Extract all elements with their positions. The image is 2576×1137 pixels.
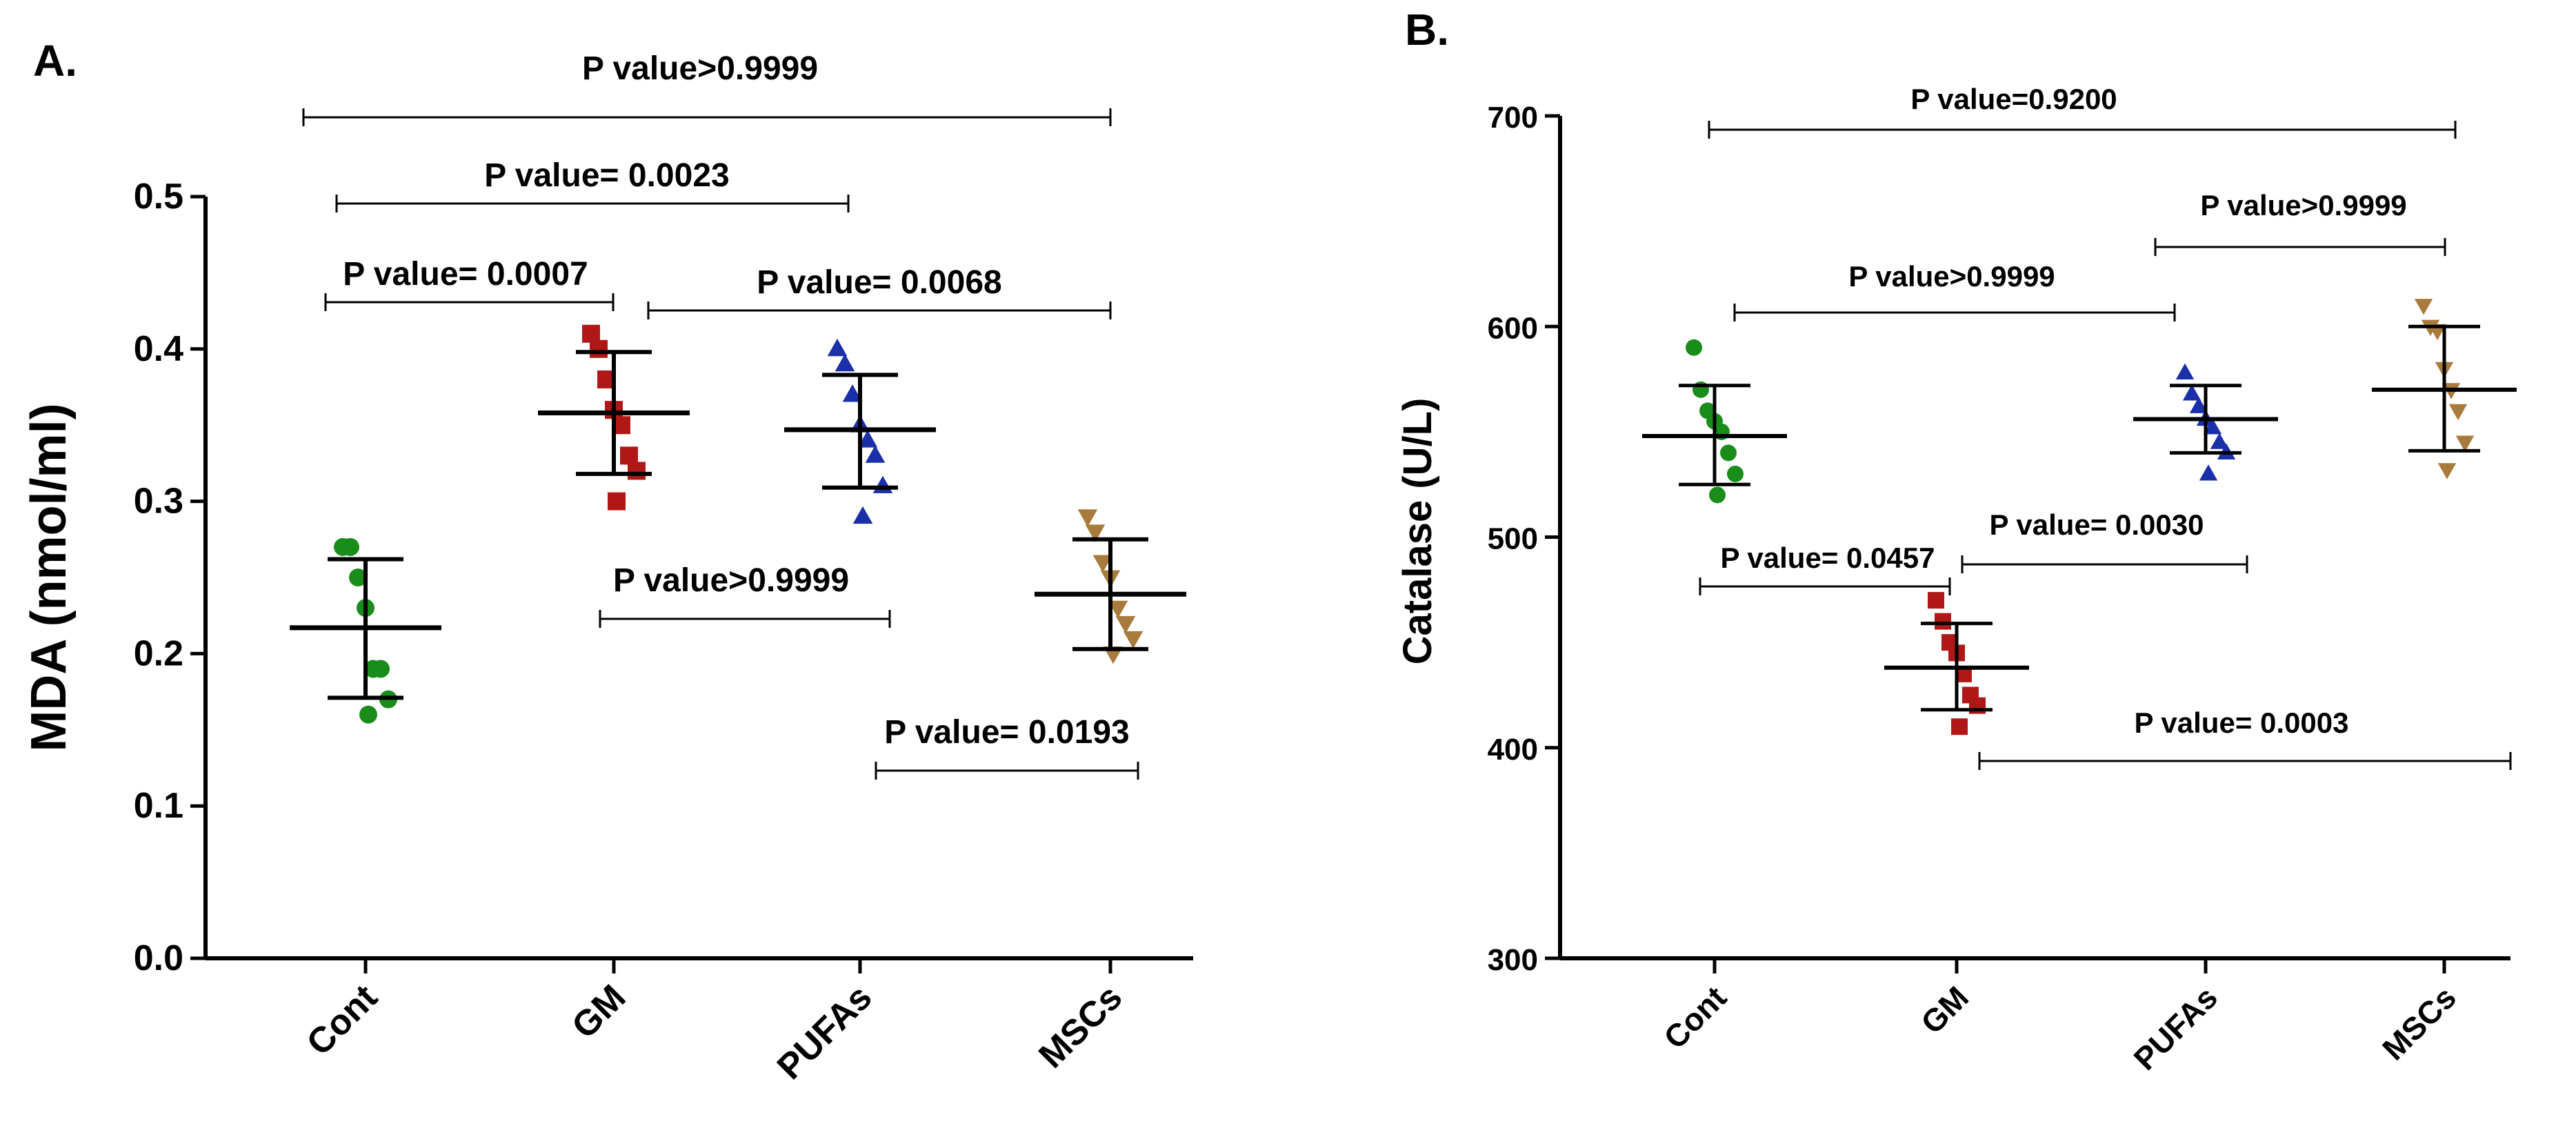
p-value-label: P value= 0.0007 — [343, 256, 588, 293]
data-point — [1928, 592, 1944, 609]
comparison-bracket: P value= 0.0193 — [875, 714, 1139, 780]
data-point — [842, 384, 863, 402]
series-pufas — [2133, 363, 2278, 481]
p-value-label: P value=0.9200 — [1910, 83, 2117, 115]
p-value-label: P value= 0.0068 — [757, 264, 1001, 301]
y-tick-label: 0.4 — [134, 329, 183, 369]
y-tick-label: 300 — [1488, 943, 1538, 977]
data-point — [628, 462, 646, 480]
data-point — [2455, 435, 2475, 452]
data-point — [857, 430, 878, 448]
data-point — [1720, 444, 1737, 462]
comparison-bracket: P value=0.9200 — [1708, 83, 2457, 139]
y-tick-label: 500 — [1488, 522, 1538, 556]
data-point — [590, 339, 608, 358]
comparison-bracket: P value= 0.0023 — [335, 157, 850, 212]
p-value-label: P value= 0.0003 — [2135, 706, 2349, 739]
data-point — [582, 324, 600, 343]
data-point — [2414, 299, 2433, 315]
p-value-label: P value= 0.0030 — [1990, 508, 2204, 541]
data-point — [2210, 433, 2229, 449]
data-point — [1115, 615, 1136, 634]
data-point — [835, 353, 855, 372]
data-point — [2189, 397, 2208, 413]
x-category-label: MSCs — [2375, 979, 2463, 1067]
data-point — [608, 492, 626, 511]
y-tick-label: 700 — [1488, 101, 1538, 135]
x-category-label: PUFAs — [770, 977, 880, 1087]
panel-label: B. — [1405, 5, 1449, 55]
data-point — [1123, 631, 1144, 649]
data-point — [1108, 600, 1128, 619]
p-value-label: P value>0.9999 — [2200, 189, 2406, 221]
data-point — [1727, 465, 1744, 482]
comparison-bracket: P value>0.9999 — [302, 50, 1112, 126]
x-category-label: PUFAs — [2126, 979, 2224, 1077]
comparison-bracket: P value= 0.0030 — [1961, 508, 2248, 573]
y-tick-label: 0.2 — [134, 633, 183, 673]
x-category-label: GM — [1914, 979, 1975, 1040]
y-tick-label: 0.1 — [134, 786, 183, 826]
y-tick-label: 0.0 — [134, 938, 183, 978]
comparison-bracket: P value= 0.0003 — [1978, 706, 2512, 770]
data-point — [1686, 339, 1702, 356]
data-point — [2182, 384, 2201, 401]
x-category-label: GM — [564, 977, 633, 1046]
y-tick-label: 0.3 — [134, 482, 183, 522]
comparison-bracket: P value= 0.0457 — [1699, 542, 1951, 595]
series-gm — [1884, 592, 2029, 735]
y-tick-label: 0.5 — [134, 177, 183, 217]
data-point — [1709, 486, 1726, 504]
data-point — [1951, 718, 1968, 735]
comparison-bracket: P value>0.9999 — [2154, 189, 2446, 256]
data-point — [341, 537, 359, 556]
data-point — [1935, 613, 1951, 630]
p-value-label: P value= 0.0193 — [884, 714, 1129, 751]
series-cont — [290, 537, 441, 724]
data-point — [865, 445, 886, 463]
data-point — [872, 475, 893, 493]
x-category-label: MSCs — [1031, 977, 1130, 1076]
data-point — [359, 705, 377, 724]
data-point — [852, 506, 873, 524]
data-point — [2175, 363, 2195, 380]
series-mscs — [1035, 509, 1186, 664]
data-point — [1085, 524, 1106, 542]
panel-b: B. Catalase (U/L) 300 400 500 600 700 Cont GM PUF… — [1395, 5, 2517, 1077]
comparison-bracket: P value= 0.0007 — [324, 256, 615, 311]
data-point — [620, 446, 638, 465]
comparison-bracket: P value>0.9999 — [1733, 260, 2176, 322]
p-value-label: P value= 0.0023 — [484, 157, 729, 194]
p-value-label: P value>0.9999 — [613, 562, 849, 599]
data-point — [2199, 464, 2218, 481]
panel-a: A. MDA (nmol/ml) 0.0 0.1 0.2 0.3 0.4 0.5 Cont GM P… — [21, 36, 1193, 1087]
data-point — [2203, 417, 2222, 435]
y-axis-title: MDA (nmol/ml) — [21, 403, 77, 751]
data-point — [372, 660, 390, 678]
data-point — [2437, 463, 2457, 479]
data-point — [1092, 555, 1113, 573]
data-point — [827, 338, 848, 357]
panel-label: A. — [33, 36, 77, 86]
x-category-label: Cont — [1657, 979, 1733, 1056]
y-axis-title: Catalase (U/L) — [1395, 398, 1440, 665]
series-pufas — [784, 338, 936, 524]
data-point — [1077, 509, 1098, 527]
comparison-bracket: P value= 0.0068 — [647, 264, 1112, 319]
series-gm — [538, 324, 690, 511]
comparison-bracket: P value>0.9999 — [599, 562, 891, 628]
p-value-label: P value>0.9999 — [1848, 260, 2055, 293]
y-tick-label: 600 — [1488, 311, 1538, 345]
data-point — [349, 568, 367, 586]
series-mscs — [2372, 299, 2517, 479]
p-value-label: P value>0.9999 — [582, 50, 818, 87]
y-tick-label: 400 — [1488, 733, 1538, 767]
data-point — [2448, 404, 2468, 421]
x-category-label: Cont — [299, 977, 386, 1063]
series-cont — [1642, 339, 1787, 504]
p-value-label: P value= 0.0457 — [1721, 542, 1935, 574]
